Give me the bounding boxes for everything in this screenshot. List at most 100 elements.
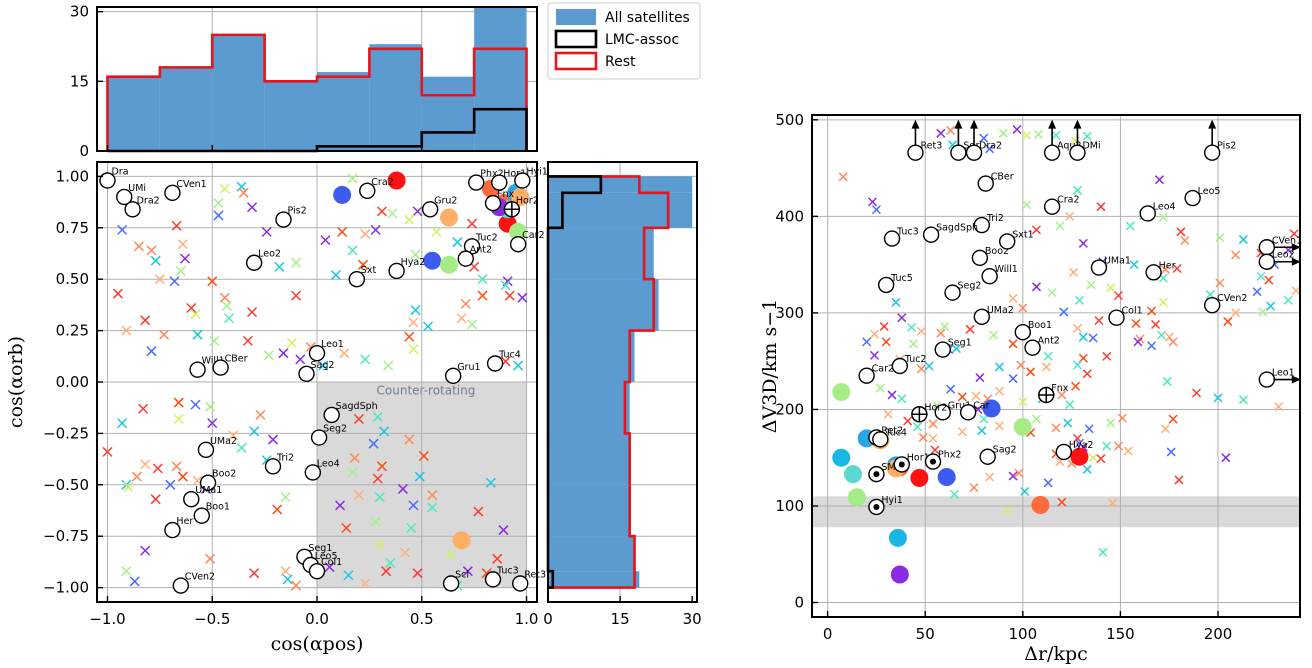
cross-marker: [353, 490, 364, 501]
cross-marker: [374, 539, 385, 550]
satellite-marker: [509, 236, 527, 253]
legend: All satellites LMC-assoc Rest: [547, 2, 701, 80]
cross-marker: [169, 276, 180, 287]
satellite-label: Car: [973, 400, 989, 411]
cross-marker: [102, 446, 113, 457]
cross-marker: [1147, 341, 1157, 351]
cross-marker: [154, 274, 165, 285]
cross-marker: [1151, 319, 1161, 330]
cross-marker: [1018, 303, 1028, 313]
cross-marker: [1086, 280, 1096, 290]
satellite-label: Fnx: [497, 189, 514, 200]
satellite-marker: [486, 355, 504, 372]
cross-marker: [427, 490, 438, 501]
cross-marker: [1273, 402, 1284, 412]
cross-marker: [862, 337, 872, 347]
cross-marker: [140, 545, 151, 556]
cross-marker: [1180, 235, 1190, 246]
cross-marker: [1041, 362, 1051, 372]
cross-marker: [1283, 295, 1293, 305]
cross-marker: [897, 394, 907, 404]
satellite-label: Scl: [455, 569, 469, 580]
y-tick-label: 200: [775, 400, 804, 418]
satellite-marker: [944, 284, 961, 301]
satellite-marker: [512, 575, 529, 592]
hist-step-rest: [106, 33, 528, 151]
cross-marker: [1106, 283, 1116, 293]
cross-marker: [936, 328, 946, 338]
y-tick-label: 0.75: [56, 219, 89, 237]
cross-marker: [1123, 446, 1133, 456]
cross-marker: [140, 315, 151, 326]
cross-marker: [477, 290, 488, 301]
cross-marker: [994, 386, 1004, 396]
cross-marker: [1238, 395, 1248, 405]
satellite-label: Hya2: [401, 257, 426, 268]
cross-marker: [1098, 547, 1108, 557]
cross-marker: [1033, 129, 1043, 139]
x-axis-label: cos(αpos): [271, 633, 364, 655]
cross-marker: [347, 467, 358, 478]
cross-marker: [1160, 264, 1170, 274]
y-tick-label: −1.00: [43, 579, 89, 597]
cross-marker: [940, 321, 950, 331]
satellite-label: Aqu2: [1057, 141, 1081, 152]
satellite-marker: [891, 357, 909, 375]
satellite-label: Dra2: [137, 195, 160, 206]
filled-satellite-marker: [937, 468, 956, 487]
cross-marker: [255, 409, 266, 420]
cross-marker: [1129, 260, 1139, 270]
cross-marker: [112, 288, 123, 299]
cross-marker: [330, 270, 341, 281]
satellite-label: Hya2: [1069, 440, 1094, 451]
satellite-label: Leo4: [1153, 201, 1176, 212]
cross-marker: [975, 373, 985, 383]
cross-marker: [408, 344, 419, 355]
satellite-label: Boo2: [985, 246, 1009, 257]
cross-marker: [916, 364, 926, 374]
filled-satellite-marker: [1070, 447, 1089, 466]
satellite-label: Col1: [321, 557, 342, 568]
cross-marker: [500, 280, 511, 291]
cross-marker: [869, 329, 879, 339]
right-hist-frame: [547, 161, 698, 603]
cross-marker: [985, 472, 995, 482]
cross-marker: [1102, 441, 1112, 451]
satellite-label: Pis2: [1217, 141, 1236, 152]
lmc-plus-mark: [1038, 387, 1054, 403]
filled-satellite-marker: [888, 528, 907, 547]
cross-marker: [347, 245, 358, 256]
x-tick-label: 1.0: [515, 610, 539, 628]
cross-marker: [131, 471, 142, 482]
y-axis-label: ΔV3D/km s−1: [759, 299, 781, 434]
satellite-marker: [922, 226, 940, 243]
cross-marker: [209, 335, 220, 346]
satellite-marker: [308, 562, 326, 580]
cross-marker: [291, 580, 302, 591]
satellite-label: UMa1: [1104, 256, 1131, 267]
satellite-marker: [1024, 339, 1041, 356]
satellite-marker: [484, 571, 502, 588]
up-arrow-head: [954, 119, 963, 129]
cross-marker: [907, 322, 917, 332]
satellite-label: Car2: [522, 230, 544, 241]
cross-marker: [408, 317, 419, 328]
cross-marker: [1238, 235, 1248, 245]
cross-marker: [228, 430, 239, 441]
cross-marker: [977, 426, 987, 436]
cross-marker: [379, 426, 390, 437]
cross-marker: [1096, 202, 1106, 212]
cross-marker: [1008, 293, 1018, 303]
satellite-marker: [877, 276, 895, 294]
satellite-label: Cra2: [371, 177, 393, 188]
legend-swatch: [554, 51, 598, 71]
hist-bar-all: [317, 72, 370, 151]
satellite-label: Ret3: [920, 141, 942, 152]
y-tick-label: 30: [70, 3, 89, 21]
satellite-marker: [1090, 259, 1108, 276]
up-arrow-head: [911, 119, 920, 129]
cross-marker: [117, 418, 128, 429]
satellite-marker: [1043, 198, 1061, 215]
lmc-plus-mark: [911, 406, 927, 422]
satellite-marker: [323, 406, 340, 424]
